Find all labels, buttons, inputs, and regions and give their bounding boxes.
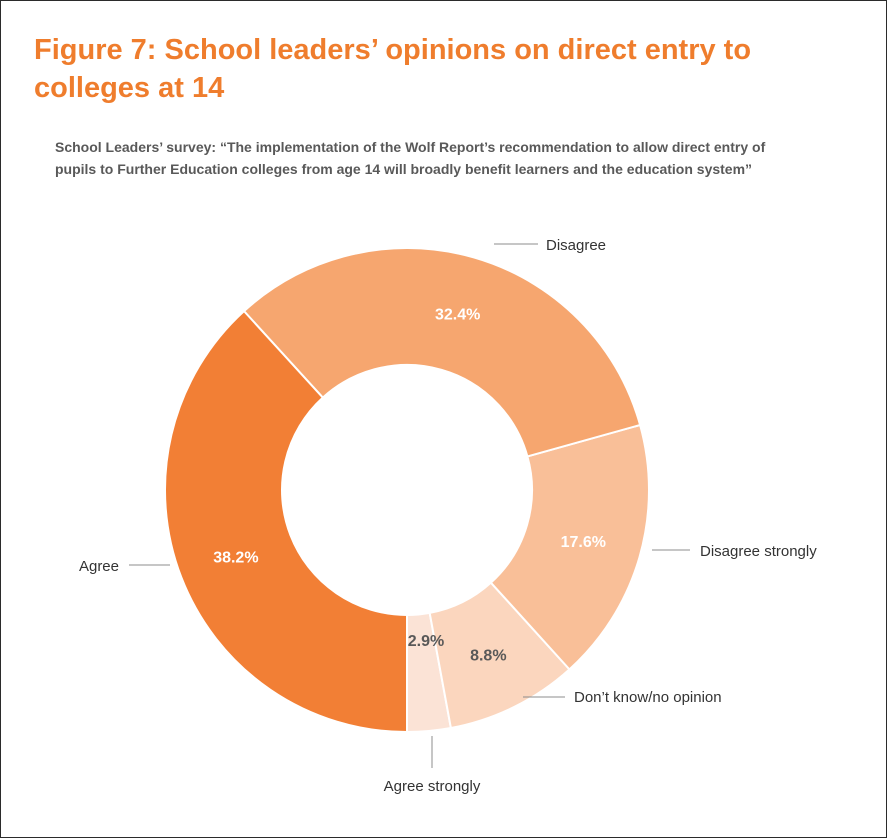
slice-disagree — [242, 247, 642, 458]
category-label-agree: Agree — [79, 558, 119, 575]
donut-slices — [164, 247, 650, 734]
pct-label-agree-strongly: 2.9% — [408, 633, 444, 650]
percentage-labels: 2.9% 8.8% 17.6% 32.4% 38.2% — [213, 307, 606, 665]
slice-agree — [164, 309, 408, 734]
category-label-agree-strongly: Agree strongly — [384, 778, 481, 795]
figure-title: Figure 7: School leaders’ opinions on di… — [34, 34, 752, 104]
pct-label-disagree-strongly: 17.6% — [561, 534, 606, 551]
slice-disagree-strongly — [489, 423, 650, 671]
pct-label-don-t-know-no-opinion: 8.8% — [470, 647, 506, 664]
category-label-don-t-know-no-opinion: Don’t know/no opinion — [574, 689, 722, 706]
category-label-disagree: Disagree — [546, 237, 606, 254]
pct-label-agree: 38.2% — [213, 549, 258, 566]
category-label-disagree-strongly: Disagree strongly — [700, 543, 817, 560]
figure-subtitle: School Leaders’ survey: “The implementat… — [55, 139, 766, 177]
pct-label-disagree: 32.4% — [435, 307, 480, 324]
category-callouts: Agree strongly Don’t know/no opinion Disag… — [79, 237, 817, 795]
